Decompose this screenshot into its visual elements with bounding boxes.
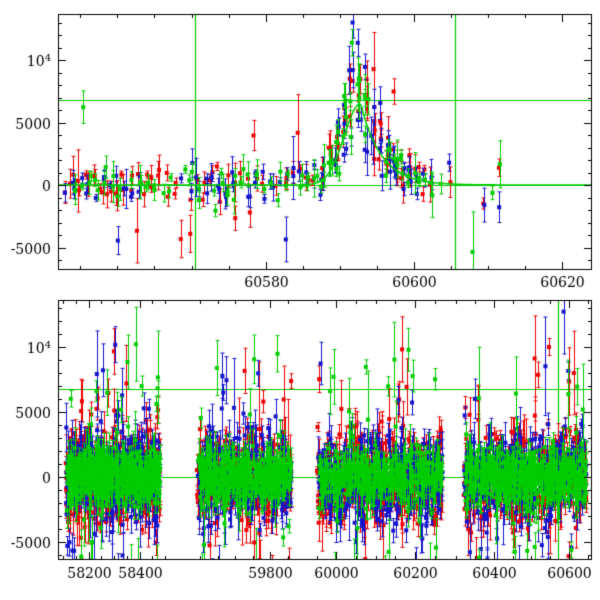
flare-zoom-chart-canvas: [0, 0, 600, 292]
flare-zoom-panel: [0, 0, 600, 292]
full-lightcurve-chart-canvas: [0, 292, 600, 600]
full-lightcurve-panel: [0, 292, 600, 600]
